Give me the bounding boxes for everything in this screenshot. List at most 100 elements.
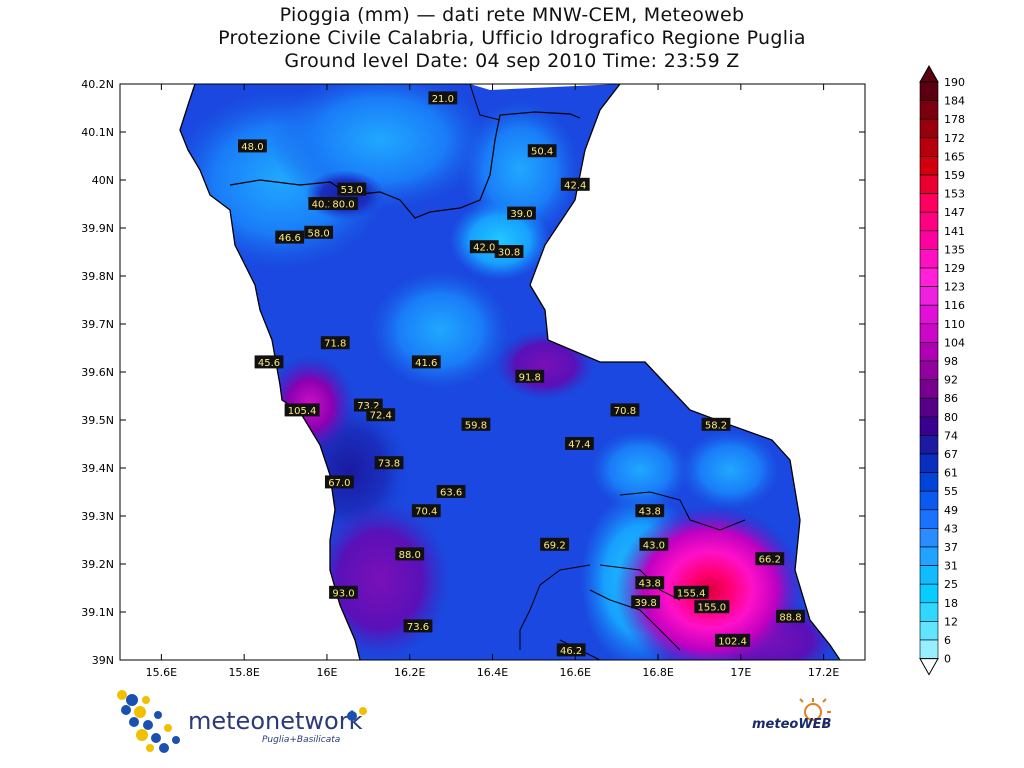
station-label-box (395, 547, 425, 561)
station-label-box (715, 633, 751, 647)
colorbar-label: 0 (944, 653, 951, 666)
colorbar-swatch (919, 583, 939, 604)
colorbar-swatch (919, 342, 939, 362)
station-label-box (639, 537, 669, 551)
lat-tick-label: 40.1N (81, 126, 114, 139)
station-value: 45.6 (258, 358, 280, 369)
station-label: 39.8 (631, 595, 661, 609)
station-value: 21.0 (432, 94, 454, 105)
lat-tick-label: 39.4N (81, 462, 114, 475)
colorbar-label: 25 (944, 578, 958, 591)
station-value: 70.4 (415, 507, 437, 518)
station-value: 73.8 (378, 459, 400, 470)
colorbar-label: 116 (944, 299, 965, 312)
station-label: 69.2 (540, 537, 569, 551)
station-value: 40.2 (312, 200, 334, 211)
station-value: 50.4 (531, 147, 553, 158)
station-label-box (494, 245, 524, 258)
colorbar-label: 6 (944, 634, 951, 647)
station-value: 155.0 (698, 603, 727, 614)
lon-tick-label: 17.2E (808, 666, 839, 679)
colorbar-label: 129 (944, 262, 965, 275)
station-label-box (329, 585, 358, 599)
colorbar-label: 67 (944, 448, 958, 461)
colorbar-swatch (919, 81, 939, 101)
colorbar-label: 37 (944, 541, 958, 554)
station-value: 41.6 (415, 358, 437, 369)
lat-tick-label: 39.9N (81, 222, 114, 235)
station-value: 42.4 (564, 180, 586, 191)
station-label: 93.0 (329, 585, 358, 599)
station-label: 50.4 (527, 144, 557, 158)
station-label-box (701, 417, 731, 431)
station-label-box (469, 240, 499, 254)
station-value: 43.8 (639, 507, 661, 518)
station-label: 58.2 (701, 417, 731, 431)
colorbar-label: 80 (944, 411, 958, 424)
station-label: 45.6 (254, 355, 284, 369)
station-label-box (461, 417, 491, 431)
station-value: 80.0 (332, 200, 354, 211)
colorbar-swatch (919, 137, 939, 157)
colorbar-label: 61 (944, 467, 958, 480)
station-value: 155.4 (677, 588, 706, 599)
station-label: 66.2 (755, 552, 785, 566)
lon-tick-label: 16E (316, 666, 337, 679)
station-value: 105.4 (288, 406, 317, 417)
station-label-box (366, 408, 396, 422)
meteonetwork-dots-icon (117, 690, 180, 753)
station-label: 155.0 (694, 600, 730, 614)
station-value: 47.4 (568, 440, 590, 451)
colorbar-label: 31 (944, 560, 958, 573)
colorbar-label: 98 (944, 355, 958, 368)
colorbar-swatch (919, 304, 939, 325)
colorbar-swatch (919, 174, 939, 194)
meteonetwork-subtitle: Puglia+Basilicata (262, 735, 340, 745)
station-label-box (635, 576, 665, 590)
station-label-box (320, 336, 350, 350)
station-value: 91.8 (519, 372, 541, 383)
calabria-basilicata-border (229, 111, 581, 219)
colorbar-swatch (919, 193, 939, 213)
station-label: 73.6 (403, 619, 433, 633)
station-label: 70.4 (411, 504, 441, 518)
station-label: 71.8 (320, 336, 350, 350)
station-labels: 21.0 48.0 50.4 42.4 53.0 40.280.0 39.0 58.0 46.6… (238, 91, 805, 657)
colorbar-swatch (919, 602, 939, 622)
colorbar-swatch (919, 100, 939, 120)
colorbar-swatch (919, 509, 939, 529)
colorbar-bottom-arrow (919, 658, 939, 676)
station-label-box (324, 475, 354, 489)
lon-tick-label: 16.4E (477, 666, 508, 679)
station-value: 73.2 (357, 401, 379, 412)
station-label: 70.8 (610, 403, 640, 417)
station-label-box (507, 206, 536, 220)
station-label-box (540, 537, 569, 551)
colorbar-label: 55 (944, 485, 958, 498)
meteonetwork-logo: meteonetwork Puglia+Basilicata (117, 690, 367, 753)
colorbar-label: 86 (944, 392, 958, 405)
station-label-box (515, 369, 545, 383)
station-label-box (635, 504, 665, 518)
station-label: 105.4 (284, 403, 320, 417)
station-label-box (673, 585, 709, 599)
station-value: 30.8 (498, 248, 520, 259)
colorbar-label: 43 (944, 522, 958, 535)
province-border-north (469, 83, 501, 121)
station-value: 53.0 (341, 185, 363, 196)
station-label-box (254, 355, 284, 369)
colorbar-label: 135 (944, 243, 965, 256)
station-label: 46.2 (556, 643, 586, 657)
tyrrhenian-coastline (179, 83, 361, 661)
station-label-box (776, 609, 805, 623)
station-value: 72.4 (370, 411, 392, 422)
ionian-coastline (529, 83, 841, 661)
colorbar-label: 153 (944, 188, 965, 201)
colorbar-legend: 190 184 178 172 165 159 153 147 141 135 129 123 116 1… (919, 64, 965, 676)
station-value: 46.2 (560, 646, 582, 657)
station-label: 42.4 (560, 177, 590, 191)
station-label: 155.4 (673, 585, 709, 599)
station-label-box (755, 552, 785, 566)
colorbar-label: 92 (944, 374, 958, 387)
colorbar-swatch (919, 211, 939, 232)
